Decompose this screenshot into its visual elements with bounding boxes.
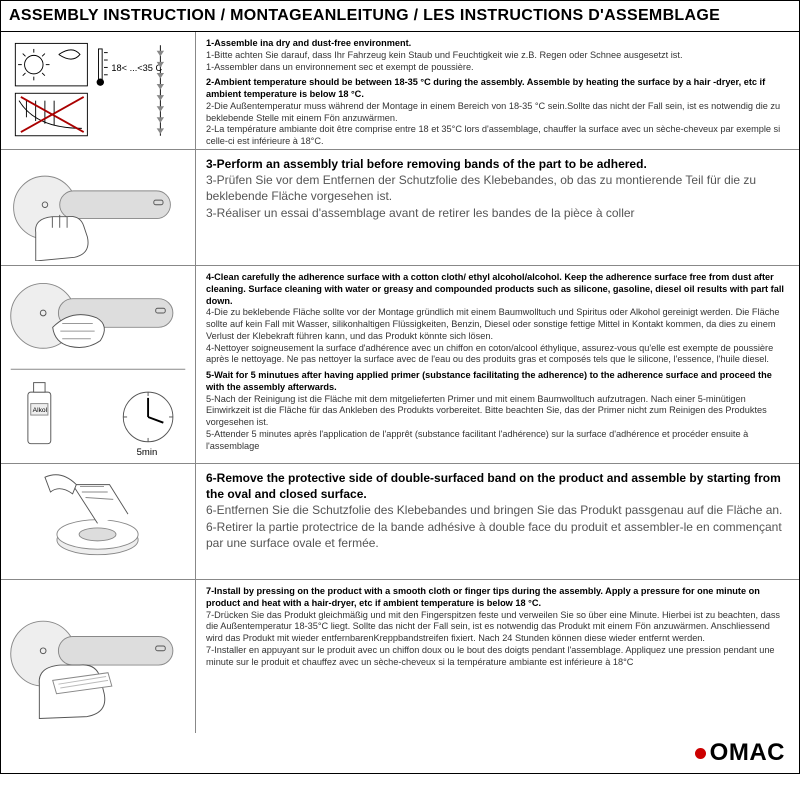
step-3-fr: 3-Réaliser un essai d'assemblage avant d… bbox=[206, 205, 789, 221]
step-4-de: 4-Die zu beklebende Fläche sollte vor de… bbox=[206, 307, 789, 342]
step-text-2: 3-Perform an assembly trial before remov… bbox=[196, 150, 799, 265]
step-row-5: 7-Install by pressing on the product wit… bbox=[1, 580, 799, 733]
footer: OMAC bbox=[1, 733, 799, 773]
temp-range-label: 18< ...<35 C bbox=[111, 63, 162, 73]
rows: 18< ...<35 C 1-Assemble ina dry and dust… bbox=[1, 32, 799, 733]
step-7-en: 7-Install by pressing on the product wit… bbox=[206, 586, 789, 610]
step-1-de: 1-Bitte achten Sie darauf, dass Ihr Fahr… bbox=[206, 50, 789, 62]
step-7-de: 7-Drücken Sie das Produkt gleichmäßig un… bbox=[206, 610, 789, 645]
step-5-de: 5-Nach der Reinigung ist die Fläche mit … bbox=[206, 394, 789, 429]
illustration-clean-primer: Alkol 5min bbox=[1, 266, 196, 463]
step-text-3: 4-Clean carefully the adherence surface … bbox=[196, 266, 799, 463]
instruction-sheet: ASSEMBLY INSTRUCTION / MONTAGEANLEITUNG … bbox=[0, 0, 800, 774]
illustration-handle-trial bbox=[1, 150, 196, 265]
step-row-1: 18< ...<35 C 1-Assemble ina dry and dust… bbox=[1, 32, 799, 150]
illustration-temp-env: 18< ...<35 C bbox=[1, 32, 196, 149]
step-text-1: 1-Assemble ina dry and dust-free environ… bbox=[196, 32, 799, 149]
step-4-en: 4-Clean carefully the adherence surface … bbox=[206, 272, 789, 307]
illustration-peel-tape bbox=[1, 464, 196, 579]
step-6-de: 6-Entfernen Sie die Schutzfolie des Kleb… bbox=[206, 502, 789, 518]
step-row-2: 3-Perform an assembly trial before remov… bbox=[1, 150, 799, 266]
step-2-de: 2-Die Außentemperatur muss während der M… bbox=[206, 101, 789, 125]
step-5-fr: 5-Attender 5 minutes après l'application… bbox=[206, 429, 789, 453]
step-7-fr: 7-Installer en appuyant sur le produit a… bbox=[206, 645, 789, 669]
page-title: ASSEMBLY INSTRUCTION / MONTAGEANLEITUNG … bbox=[9, 7, 791, 25]
primer-bottle-label: Alkol bbox=[33, 407, 48, 414]
logo-dot-icon bbox=[695, 748, 706, 759]
logo-text: OMAC bbox=[710, 739, 785, 767]
step-3-de: 3-Prüfen Sie vor dem Entfernen der Schut… bbox=[206, 172, 789, 204]
step-2-en: 2-Ambient temperature should be between … bbox=[206, 77, 789, 101]
header: ASSEMBLY INSTRUCTION / MONTAGEANLEITUNG … bbox=[1, 1, 799, 32]
step-3-en: 3-Perform an assembly trial before remov… bbox=[206, 156, 789, 172]
timer-label: 5min bbox=[137, 447, 158, 458]
step-6-fr: 6-Retirer la partie protectrice de la ba… bbox=[206, 519, 789, 551]
step-6-en: 6-Remove the protective side of double-s… bbox=[206, 470, 789, 502]
step-5-en: 5-Wait for 5 minutues after having appli… bbox=[206, 370, 789, 394]
step-1-en: 1-Assemble ina dry and dust-free environ… bbox=[206, 38, 789, 50]
step-1-fr: 1-Assembler dans un environnement sec et… bbox=[206, 62, 789, 74]
step-row-3: Alkol 5min 4-Clean carefully the adheren… bbox=[1, 266, 799, 464]
step-text-4: 6-Remove the protective side of double-s… bbox=[196, 464, 799, 579]
step-2-fr: 2-La température ambiante doit être comp… bbox=[206, 124, 789, 148]
step-text-5: 7-Install by pressing on the product wit… bbox=[196, 580, 799, 733]
illustration-press-install bbox=[1, 580, 196, 733]
step-row-4: 6-Remove the protective side of double-s… bbox=[1, 464, 799, 580]
step-4-fr: 4-Nettoyer soigneusement la surface d'ad… bbox=[206, 343, 789, 367]
